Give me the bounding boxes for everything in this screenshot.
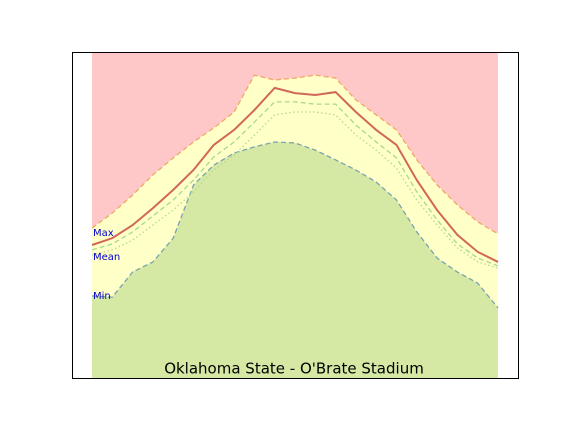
- plot-frame: [72, 52, 519, 379]
- series-line: [91, 74, 499, 235]
- series-label: Min: [93, 291, 111, 302]
- plot-area: [91, 52, 499, 379]
- series-label: Mean: [93, 252, 120, 263]
- series-label: Max: [93, 228, 114, 239]
- series-line: [91, 111, 499, 269]
- series-line: [91, 86, 499, 263]
- chart-title: Oklahoma State - O'Brate Stadium: [164, 360, 424, 378]
- series-line: [91, 101, 499, 267]
